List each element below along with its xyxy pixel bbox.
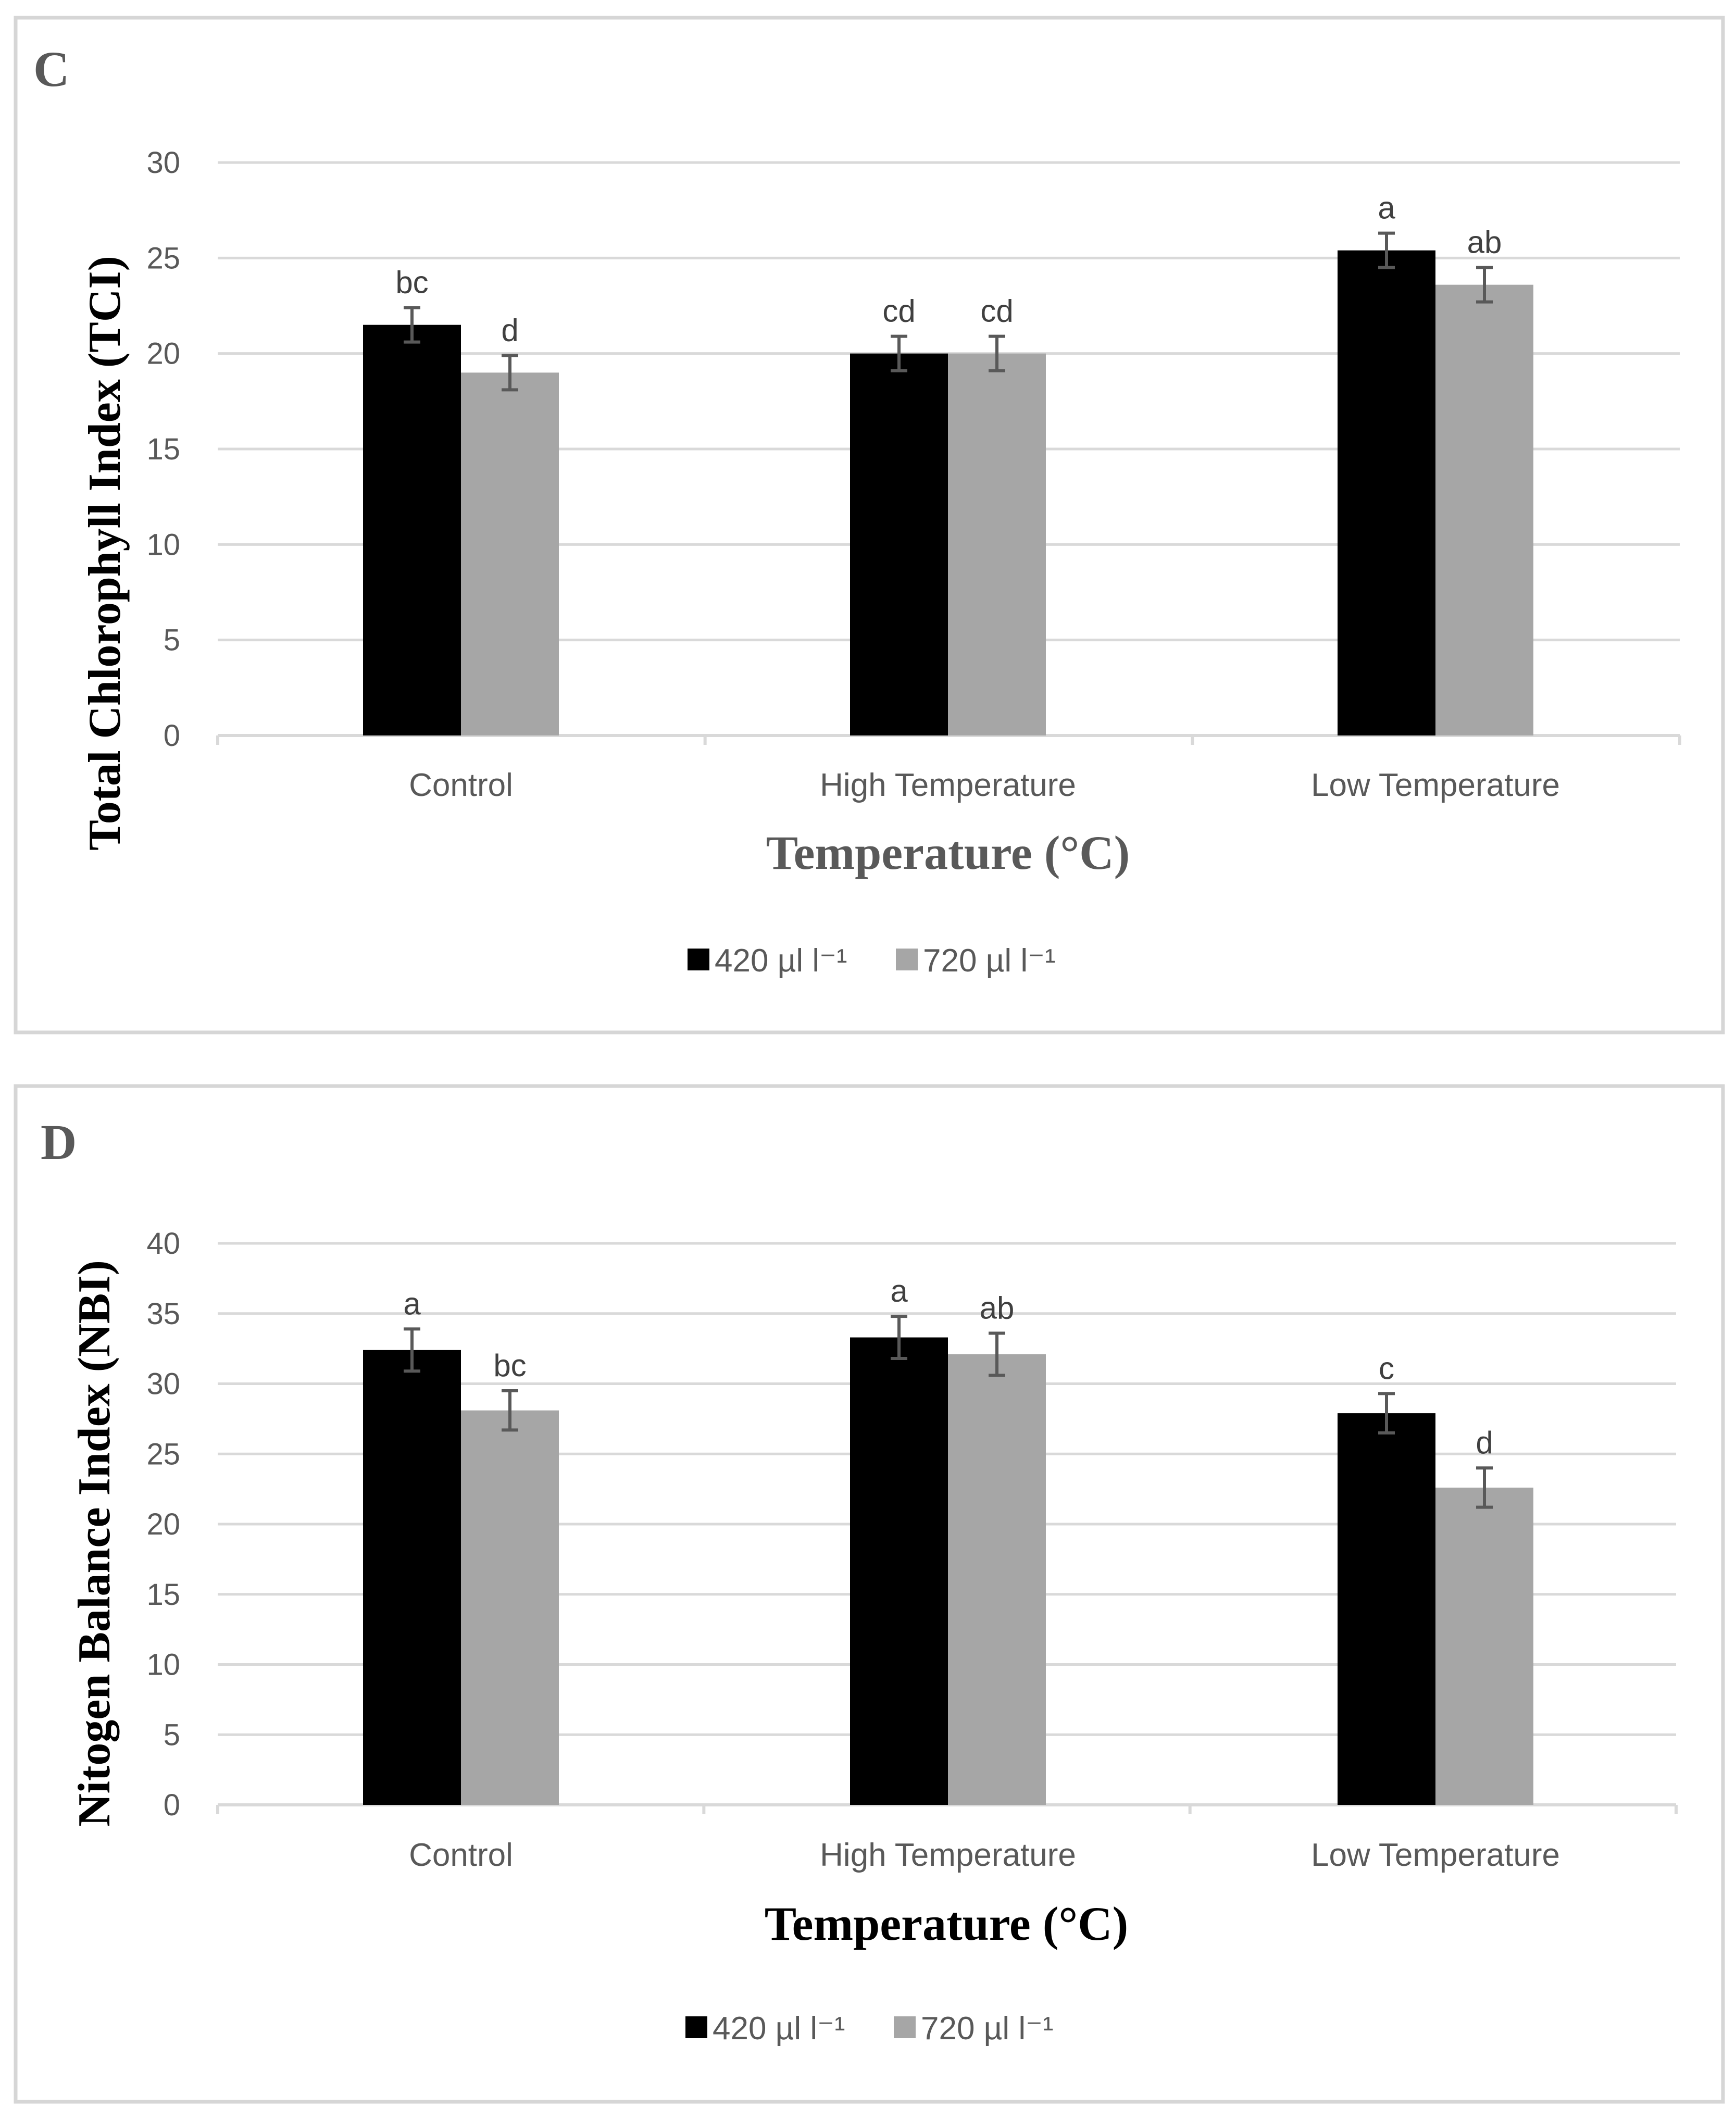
bar bbox=[1338, 250, 1435, 736]
bar bbox=[1338, 1413, 1435, 1805]
y-tick-label: 30 bbox=[146, 146, 180, 180]
legend-swatch bbox=[896, 949, 918, 970]
bar bbox=[461, 1410, 559, 1805]
bar bbox=[363, 325, 461, 735]
y-tick-label: 5 bbox=[164, 623, 180, 657]
significance-label: d bbox=[1476, 1425, 1493, 1460]
bar bbox=[1435, 1487, 1533, 1805]
significance-label: a bbox=[1378, 191, 1395, 226]
panel-letter: C bbox=[33, 41, 69, 97]
y-tick-label: 20 bbox=[146, 337, 180, 371]
y-tick-label: 40 bbox=[146, 1227, 180, 1261]
y-tick-label: 35 bbox=[146, 1297, 180, 1331]
significance-label: ab bbox=[1467, 225, 1502, 260]
x-tick-label: High Temperature bbox=[820, 767, 1076, 803]
y-tick-label: 30 bbox=[146, 1367, 180, 1401]
legend-swatch bbox=[688, 949, 709, 970]
significance-label: bc bbox=[493, 1348, 526, 1383]
panel-letter: D bbox=[41, 1114, 77, 1170]
panel-c-chart: C bc cd a d cd ab 0 5 10 15 20 25 30 Control High Te… bbox=[14, 16, 1725, 1034]
significance-label: a bbox=[890, 1274, 908, 1308]
x-axis-title: Temperature (°C) bbox=[766, 826, 1130, 879]
bar bbox=[948, 353, 1046, 735]
significance-label: a bbox=[403, 1286, 421, 1321]
y-tick-label: 15 bbox=[146, 432, 180, 466]
legend-label: 420 µl l⁻¹ bbox=[713, 2011, 845, 2047]
bar bbox=[363, 1350, 461, 1805]
bar bbox=[1435, 284, 1533, 735]
significance-label: cd bbox=[882, 294, 915, 329]
bar bbox=[948, 1354, 1046, 1805]
x-tick-label: Control bbox=[409, 767, 513, 803]
x-tick-label: Low Temperature bbox=[1311, 1837, 1560, 1873]
bar bbox=[850, 353, 948, 735]
legend-label: 720 µl l⁻¹ bbox=[923, 943, 1056, 979]
panel-d-chart: D a a c bc ab d 0 5 10 15 20 25 30 35 40 Control High … bbox=[14, 1084, 1725, 2104]
x-axis-title: Temperature (°C) bbox=[765, 1897, 1129, 1950]
y-tick-label: 15 bbox=[146, 1578, 180, 1612]
y-axis-title: Total Chlorophyll Index (TCI) bbox=[80, 256, 130, 851]
y-axis-title: Nitogen Balance Index (NBI) bbox=[69, 1260, 120, 1827]
significance-label: ab bbox=[980, 1290, 1015, 1325]
y-tick-label: 0 bbox=[164, 719, 180, 753]
significance-label: bc bbox=[395, 265, 428, 300]
legend-swatch bbox=[685, 2016, 707, 2038]
significance-label: c bbox=[1379, 1351, 1394, 1386]
y-tick-label: 25 bbox=[146, 1437, 180, 1471]
y-tick-label: 5 bbox=[164, 1718, 180, 1752]
significance-label: d bbox=[501, 313, 518, 347]
legend: 420 µl l⁻¹ 720 µl l⁻¹ bbox=[685, 2011, 1054, 2047]
legend-label: 720 µl l⁻¹ bbox=[921, 2011, 1054, 2047]
x-tick-label: Control bbox=[409, 1837, 513, 1873]
x-tick-label: Low Temperature bbox=[1311, 767, 1560, 803]
legend-label: 420 µl l⁻¹ bbox=[715, 943, 847, 979]
y-tick-label: 0 bbox=[164, 1788, 180, 1822]
legend-swatch bbox=[894, 2016, 916, 2038]
y-tick-label: 10 bbox=[146, 1648, 180, 1682]
y-tick-label: 10 bbox=[146, 528, 180, 562]
legend: 420 µl l⁻¹ 720 µl l⁻¹ bbox=[688, 943, 1056, 979]
bar bbox=[850, 1337, 948, 1805]
significance-label: cd bbox=[980, 294, 1013, 329]
bar bbox=[461, 372, 559, 735]
y-tick-label: 20 bbox=[146, 1507, 180, 1541]
x-tick-label: High Temperature bbox=[820, 1837, 1076, 1873]
y-tick-label: 25 bbox=[146, 241, 180, 275]
